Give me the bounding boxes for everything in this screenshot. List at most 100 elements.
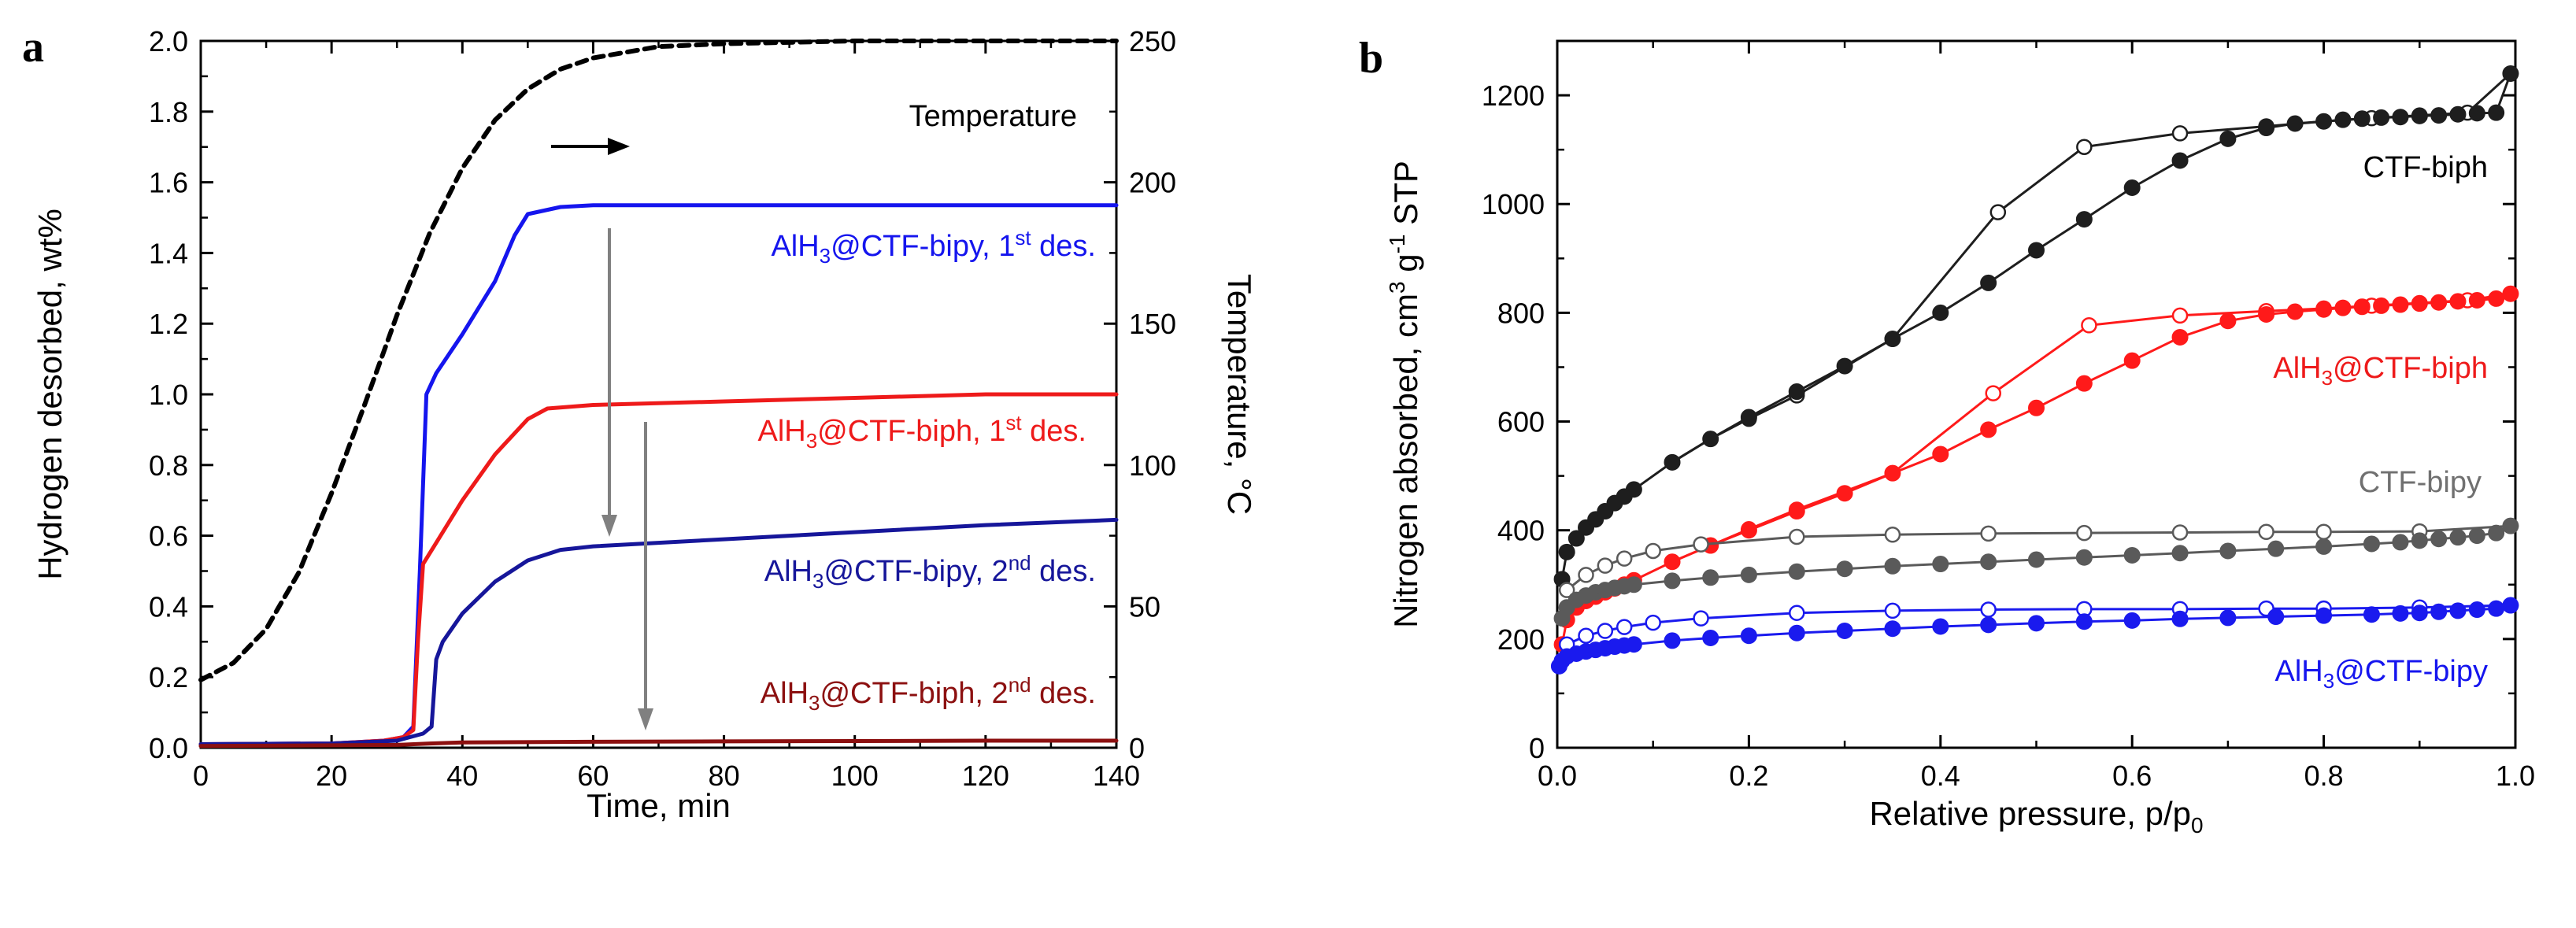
adsorption-point-0 [2334, 111, 2352, 128]
desorption-point-0 [2076, 139, 2093, 155]
adsorption-point-0 [1625, 481, 1642, 498]
desorption-point-3 [1789, 604, 1805, 621]
x-axis-title-main: Relative pressure, p/p [1869, 795, 2191, 832]
x-tick-label-a: 20 [316, 760, 347, 792]
y-tick-label-a: 1.0 [149, 379, 188, 411]
adsorption-point-1 [1664, 553, 1681, 571]
adsorption-point-2 [2430, 531, 2448, 548]
adsorption-point-1 [1980, 421, 1997, 438]
y-axis-title-superscript: -1 [1385, 234, 1409, 253]
series-label-b-2: CTF-bipy [2359, 466, 2482, 499]
x-tick-label-a: 0 [193, 760, 209, 792]
adsorption-point-2 [2171, 545, 2189, 562]
y-tick-label-a: 0.8 [149, 449, 188, 482]
x-axis-title-subscript: 0 [2191, 813, 2204, 837]
adsorption-point-3 [2123, 612, 2141, 629]
adsorption-point-3 [2315, 607, 2333, 624]
desorption-point-2 [1597, 557, 1614, 574]
adsorption-point-3 [2449, 602, 2467, 619]
label-subscript: 3 [806, 429, 817, 453]
label-part: AlH [761, 677, 809, 710]
desorption-point-2 [2171, 524, 2189, 541]
x-tick-label-a: 80 [709, 760, 740, 792]
adsorption-point-0 [1932, 304, 1949, 321]
label-part: AlH [757, 415, 805, 448]
adsorption-point-2 [2219, 542, 2237, 560]
desorption-point-2 [2076, 524, 2093, 542]
x-tick-label-a: 100 [831, 760, 879, 792]
chart-a-plot: 0 20 40 60 80 100 120 140 0.0 0.2 0.4 0.6 0.8 1.0 1.2 1… [31, 25, 1258, 824]
adsorption-point-0 [1702, 431, 1719, 448]
adsorption-point-2 [2502, 517, 2519, 534]
adsorption-point-2 [2123, 546, 2141, 564]
adsorption-line-0 [1560, 72, 2512, 580]
y2-tick-label-a: 150 [1129, 308, 1176, 340]
adsorption-point-3 [2488, 600, 2505, 617]
adsorption-point-3 [2468, 601, 2485, 619]
label-part: AlH [2273, 352, 2321, 385]
adsorption-point-2 [1980, 553, 1997, 571]
y-axis-title-main: Nitrogen absorbed, cm [1387, 294, 1424, 628]
series-line-a-4 [198, 738, 1119, 749]
adsorption-point-0 [1788, 383, 1805, 401]
label-part: CTF-bipy [2359, 466, 2482, 499]
panel-a-label: a [22, 23, 44, 72]
label-part: @CTF-biph, 2 [820, 677, 1008, 710]
adsorption-point-1 [2219, 312, 2237, 330]
adsorption-point-0 [2028, 242, 2045, 259]
label-superscript: nd [1009, 551, 1031, 575]
desorption-point-2 [1693, 536, 1709, 553]
series-label-a-2: AlH3@CTF-biph, 1st des. [757, 411, 1086, 453]
label-part: CTF-biph [2363, 151, 2488, 184]
adsorption-point-1 [2028, 399, 2045, 416]
label-subscript: 3 [812, 569, 824, 593]
label-subscript: 3 [2322, 366, 2333, 390]
adsorption-point-0 [2258, 120, 2275, 137]
label-part: des. [1031, 677, 1096, 710]
x-tick-label-a: 40 [446, 760, 478, 792]
adsorption-point-2 [1625, 576, 1642, 593]
y-axis-title-a: Hydrogen desorbed, wt% [31, 209, 68, 580]
adsorption-point-1 [2315, 301, 2333, 318]
desorption-point-2 [1645, 542, 1661, 560]
adsorption-point-3 [2392, 604, 2409, 622]
y2-tick-label-a: 50 [1129, 590, 1160, 623]
adsorption-point-2 [1664, 572, 1681, 590]
adsorption-point-1 [2502, 285, 2519, 302]
label-part: des. [1022, 415, 1086, 448]
adsorption-point-2 [1932, 556, 1949, 573]
adsorption-point-3 [1788, 624, 1805, 641]
adsorption-point-0 [1558, 543, 1575, 560]
label-part: des. [1031, 230, 1096, 263]
adsorption-point-1 [2488, 290, 2505, 307]
y-tick-label-b: 400 [1497, 515, 1545, 547]
adsorption-point-0 [2392, 109, 2409, 126]
desorption-point-2 [1558, 582, 1575, 598]
adsorption-point-1 [2411, 295, 2428, 312]
desorption-point-2 [2315, 523, 2332, 541]
label-temperature: Temperature [909, 100, 1077, 133]
series-label-b-3: AlH3@CTF-bipy [2274, 655, 2488, 693]
y-tick-label-a: 1.8 [149, 96, 188, 128]
adsorption-point-0 [2468, 105, 2485, 122]
adsorption-point-3 [1980, 616, 1997, 634]
desorption-point-1 [2081, 317, 2097, 334]
adsorption-point-3 [2430, 603, 2448, 620]
adsorption-point-2 [2267, 540, 2285, 557]
desorption-point-3 [1884, 602, 1901, 619]
y-axis-title-b: Nitrogen absorbed, cm3 g-1 STP [1385, 161, 1424, 628]
desorption-point-1 [1985, 385, 2001, 401]
adsorption-point-1 [2449, 293, 2467, 310]
desorption-point-3 [1597, 623, 1614, 639]
desorption-point-3 [1980, 601, 1997, 618]
adsorption-point-2 [1884, 557, 1901, 575]
desorption-point-0 [2171, 125, 2189, 142]
adsorption-point-2 [2488, 524, 2505, 542]
adsorption-point-2 [1740, 566, 1757, 583]
y-axis-title-superscript: 3 [1385, 281, 1409, 294]
y-tick-label-a: 2.0 [149, 25, 188, 57]
adsorption-point-0 [1980, 274, 1997, 291]
adsorption-point-0 [2411, 107, 2428, 124]
adsorption-point-0 [1836, 357, 1853, 375]
y-tick-label-a: 0.0 [149, 732, 188, 764]
